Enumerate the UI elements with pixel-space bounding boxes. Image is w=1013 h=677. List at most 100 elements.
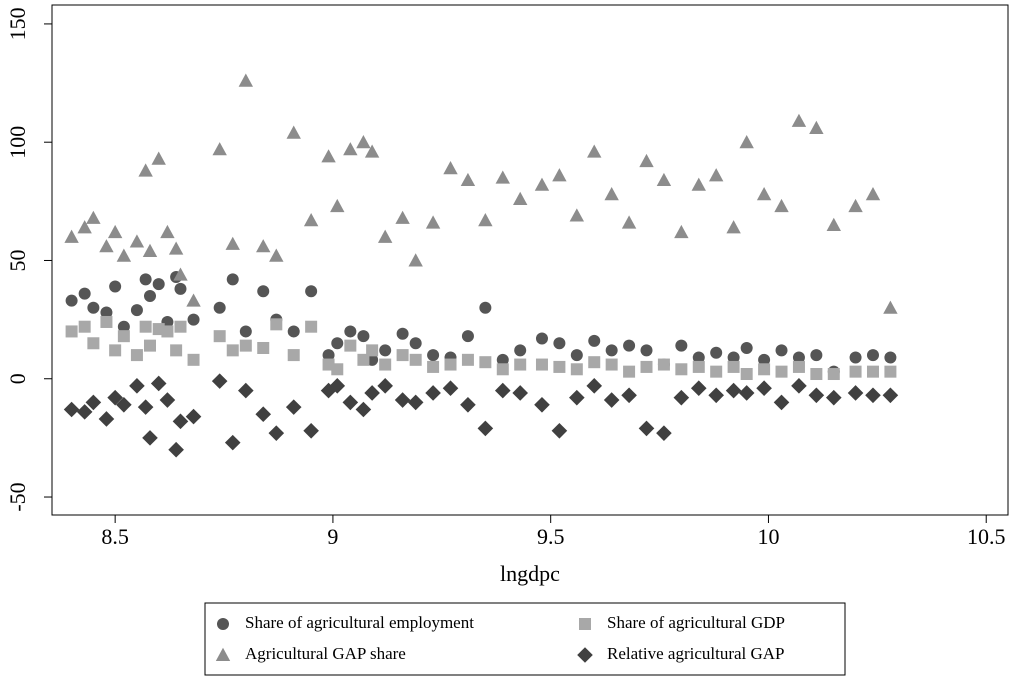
- point: [357, 330, 370, 343]
- point: [569, 389, 585, 406]
- point: [708, 168, 724, 182]
- point: [87, 301, 100, 314]
- point: [239, 325, 252, 338]
- point: [623, 365, 636, 378]
- point: [366, 344, 379, 357]
- point: [286, 125, 301, 139]
- point: [727, 351, 740, 364]
- point: [287, 325, 300, 338]
- point: [186, 293, 201, 307]
- point: [117, 320, 130, 333]
- point: [792, 351, 805, 364]
- legend-marker: [217, 618, 229, 630]
- point: [330, 198, 345, 213]
- point: [691, 177, 706, 191]
- point: [551, 422, 568, 439]
- point: [444, 358, 457, 371]
- point: [100, 306, 113, 319]
- point: [588, 334, 601, 347]
- point: [849, 365, 862, 378]
- point: [396, 349, 409, 362]
- point: [139, 320, 152, 333]
- point: [98, 411, 115, 427]
- point: [443, 161, 458, 175]
- point: [825, 389, 842, 406]
- point: [460, 396, 476, 413]
- point: [394, 392, 411, 408]
- point: [866, 365, 879, 378]
- point: [168, 441, 184, 458]
- point: [656, 425, 672, 441]
- point: [343, 142, 358, 156]
- point: [496, 353, 509, 366]
- point: [364, 144, 380, 158]
- point: [726, 220, 741, 234]
- y-tick-label: -50: [5, 482, 30, 511]
- plot-frame: [51, 4, 1009, 516]
- point: [139, 273, 152, 286]
- point: [344, 325, 357, 338]
- point: [569, 208, 585, 222]
- legend-label: Share of agricultural employment: [245, 613, 474, 632]
- y-tick-label: 0: [5, 373, 30, 384]
- point: [461, 353, 474, 366]
- point: [461, 330, 474, 343]
- point: [168, 241, 184, 255]
- point: [138, 163, 153, 177]
- point: [303, 422, 319, 439]
- point: [740, 368, 753, 381]
- legend-label: Relative agricultural GAP: [607, 644, 785, 663]
- point: [257, 341, 270, 354]
- point: [673, 389, 690, 406]
- point: [692, 351, 705, 364]
- point: [87, 337, 100, 350]
- point: [377, 378, 393, 394]
- x-tick-label: 9: [327, 524, 338, 549]
- point: [710, 346, 723, 359]
- point: [740, 341, 753, 354]
- point: [238, 382, 254, 399]
- point: [495, 170, 510, 184]
- point: [775, 344, 788, 357]
- point: [320, 382, 337, 399]
- point: [808, 387, 825, 404]
- point: [739, 134, 754, 149]
- point: [810, 368, 823, 381]
- point: [187, 313, 200, 326]
- point: [570, 349, 583, 362]
- point: [727, 360, 740, 373]
- point: [77, 220, 92, 234]
- point: [342, 394, 359, 411]
- point: [640, 344, 653, 357]
- point: [603, 392, 620, 408]
- point: [621, 387, 637, 404]
- point: [849, 351, 862, 364]
- point: [395, 210, 410, 224]
- point: [76, 404, 93, 420]
- point: [143, 289, 156, 302]
- point: [255, 406, 272, 423]
- point: [137, 399, 154, 415]
- point: [357, 353, 370, 366]
- point: [130, 304, 143, 317]
- y-tick-label: 100: [5, 126, 30, 159]
- point: [331, 337, 344, 350]
- legend-box: [204, 602, 846, 676]
- point: [775, 365, 788, 378]
- point: [827, 368, 840, 381]
- point: [355, 401, 372, 418]
- point: [605, 344, 618, 357]
- point: [848, 198, 863, 213]
- point: [170, 344, 183, 357]
- point: [588, 356, 601, 369]
- point: [512, 385, 529, 401]
- point: [268, 425, 285, 441]
- point: [226, 273, 239, 286]
- point: [130, 349, 143, 362]
- point: [494, 382, 511, 399]
- point: [534, 177, 550, 191]
- point: [605, 358, 618, 371]
- point: [377, 229, 393, 243]
- point: [866, 349, 879, 362]
- point: [773, 394, 790, 411]
